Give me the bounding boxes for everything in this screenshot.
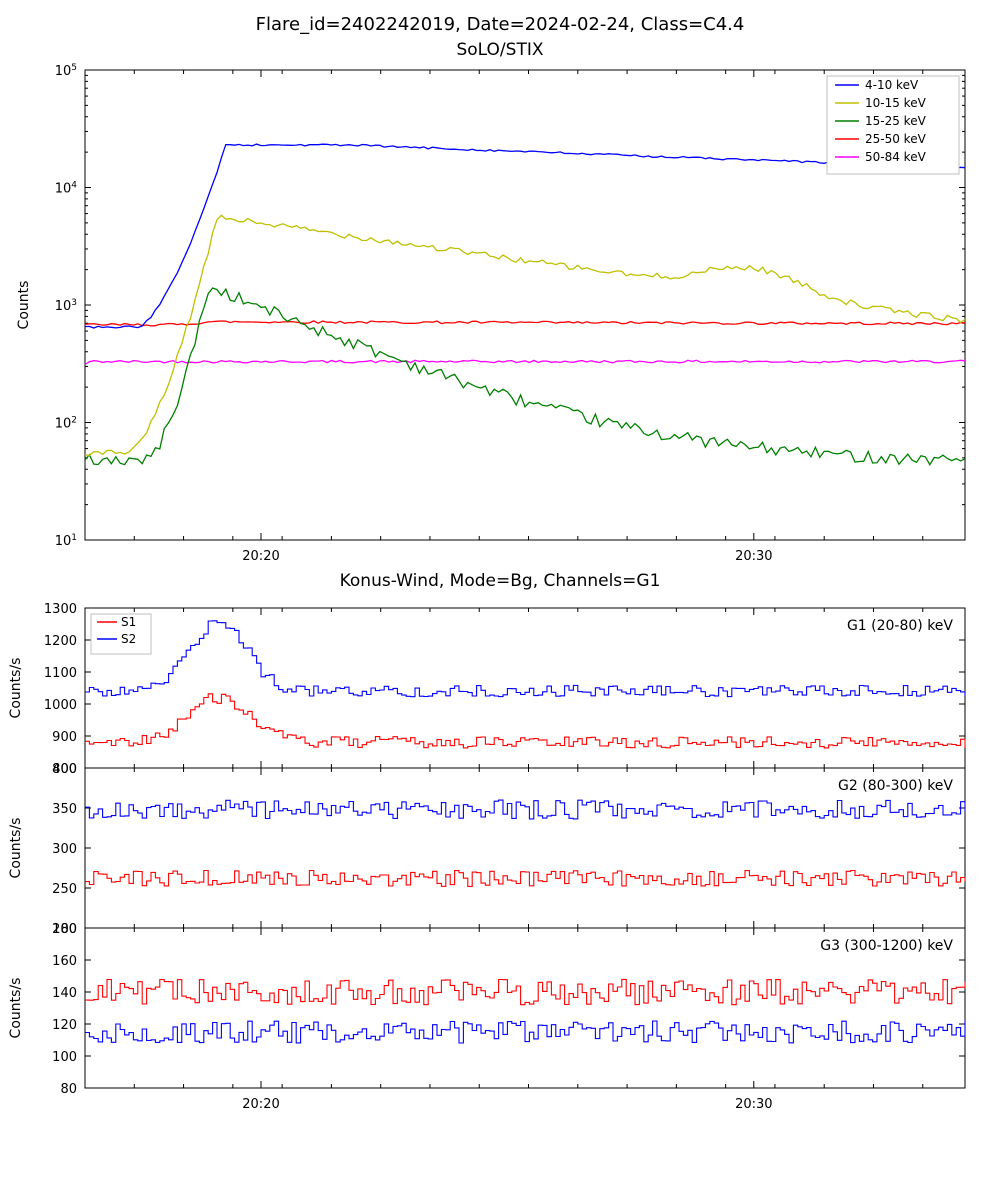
panel-g2-annot: G2 (80-300) keV [838, 778, 953, 794]
panel-g1-ytick: 1300 [44, 602, 77, 617]
top-ylabel: Counts [16, 281, 32, 330]
panel-g3-ytick: 80 [60, 1082, 77, 1097]
legend-label: 25-50 keV [865, 132, 927, 146]
panel-g2-ylabel: Counts/s [8, 818, 24, 879]
panel-g1-annot: G1 (20-80) keV [847, 618, 953, 634]
panel-g2-ytick: 350 [52, 802, 77, 817]
figure-suptitle: Flare_id=2402242019, Date=2024-02-24, Cl… [256, 14, 745, 35]
panel-g2-ytick: 400 [52, 762, 77, 777]
top-xtick-label: 20:20 [242, 549, 279, 564]
panel-g1-ytick: 1000 [44, 698, 77, 713]
panel-g1-ytick: 900 [52, 730, 77, 745]
panel-g2-ytick: 250 [52, 882, 77, 897]
top-panel-title: SoLO/STIX [456, 40, 543, 60]
figure-svg: Flare_id=2402242019, Date=2024-02-24, Cl… [0, 0, 1000, 1200]
panel-g3-ytick: 180 [52, 922, 77, 937]
legend-label: 4-10 keV [865, 78, 919, 92]
legend-label: 10-15 keV [865, 96, 927, 110]
legend-label: S1 [121, 615, 136, 629]
panel-g3-annot: G3 (300-1200) keV [820, 938, 953, 954]
legend-label: S2 [121, 632, 136, 646]
panel-g3-ylabel: Counts/s [8, 978, 24, 1039]
konus-title: Konus-Wind, Mode=Bg, Channels=G1 [340, 571, 661, 591]
panel-g1-ytick: 1100 [44, 666, 77, 681]
legend-label: 15-25 keV [865, 114, 927, 128]
legend-label: 50-84 keV [865, 150, 927, 164]
panel-g3-xtick: 20:30 [735, 1097, 772, 1112]
panel-g3-ytick: 160 [52, 954, 77, 969]
panel-g3-ytick: 120 [52, 1018, 77, 1033]
figure-container: Flare_id=2402242019, Date=2024-02-24, Cl… [0, 0, 1000, 1200]
panel-g1-ytick: 1200 [44, 634, 77, 649]
panel-g3-ytick: 140 [52, 986, 77, 1001]
panel-g3-ytick: 100 [52, 1050, 77, 1065]
panel-g2-ytick: 300 [52, 842, 77, 857]
panel-g1-ylabel: Counts/s [8, 658, 24, 719]
panel-g3-xtick: 20:20 [242, 1097, 279, 1112]
top-xtick-label: 20:30 [735, 549, 772, 564]
